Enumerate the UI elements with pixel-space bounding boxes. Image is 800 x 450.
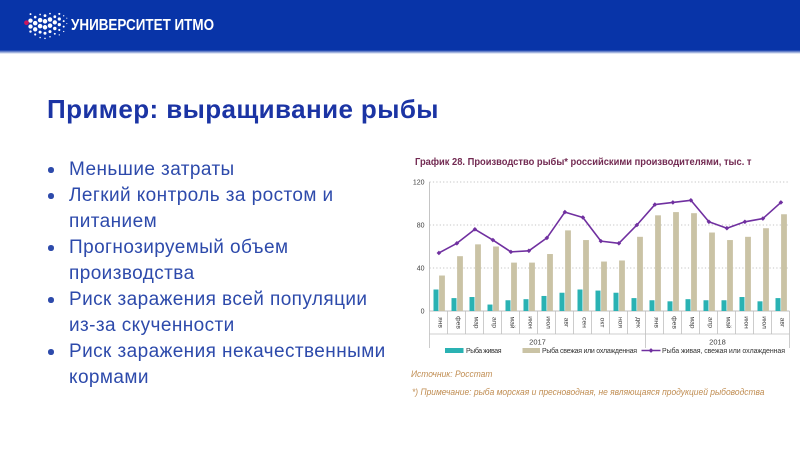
svg-text:фев: фев bbox=[671, 316, 678, 329]
svg-text:янв: янв bbox=[437, 317, 444, 328]
svg-text:май: май bbox=[509, 316, 517, 328]
svg-text:40: 40 bbox=[417, 265, 425, 272]
svg-text:авг: авг bbox=[779, 318, 786, 328]
svg-text:Рыба живая: Рыба живая bbox=[466, 347, 502, 355]
svg-text:окт: окт bbox=[599, 318, 606, 328]
svg-text:авг: авг bbox=[563, 318, 570, 328]
svg-text:120: 120 bbox=[413, 179, 425, 186]
svg-text:Рыба живая, свежая или охлажде: Рыба живая, свежая или охлажденная bbox=[662, 347, 785, 355]
svg-text:Рыба свежая или охлажденная: Рыба свежая или охлажденная bbox=[542, 347, 637, 355]
svg-text:0: 0 bbox=[421, 308, 425, 315]
svg-text:дек: дек bbox=[635, 317, 642, 328]
svg-text:2017: 2017 bbox=[529, 338, 546, 347]
svg-text:июн: июн bbox=[743, 316, 750, 329]
svg-text:80: 80 bbox=[417, 222, 425, 229]
svg-text:фев: фев bbox=[455, 316, 462, 329]
svg-text:июл: июл bbox=[545, 316, 552, 329]
svg-text:апр: апр bbox=[707, 317, 714, 328]
svg-text:мар: мар bbox=[689, 316, 696, 328]
svg-text:апр: апр bbox=[491, 317, 498, 328]
svg-text:июл: июл bbox=[761, 316, 768, 329]
svg-text:сен: сен bbox=[581, 317, 588, 328]
svg-text:июн: июн bbox=[527, 316, 534, 329]
svg-text:мар: мар bbox=[473, 316, 480, 328]
svg-text:ноя: ноя bbox=[617, 317, 624, 328]
svg-text:май: май bbox=[725, 316, 733, 328]
svg-text:2018: 2018 bbox=[709, 338, 726, 347]
svg-text:янв: янв bbox=[653, 317, 660, 328]
